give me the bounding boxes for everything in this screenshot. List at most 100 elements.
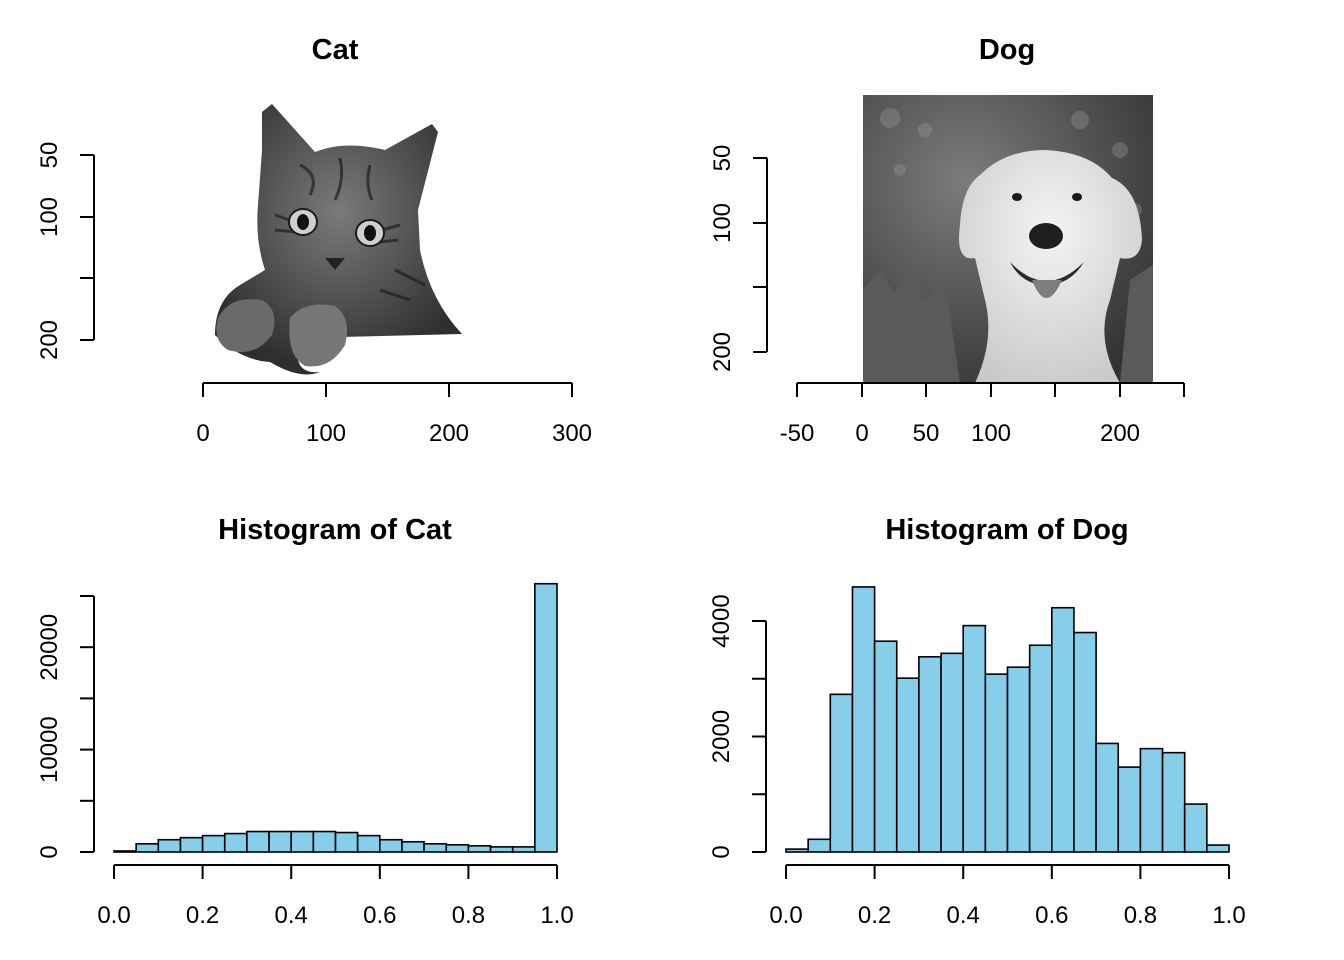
cat-ytick-label: 200 xyxy=(36,320,63,360)
histogram-bar xyxy=(201,834,226,853)
y-tick-label: 2000 xyxy=(708,710,735,763)
x-tick-label: 0.0 xyxy=(97,902,130,929)
histogram-title: Histogram of Cat xyxy=(218,514,452,546)
histogram-bar xyxy=(1117,766,1142,853)
histogram-bar xyxy=(1028,644,1053,853)
cat-x-axis: 0 100 200 300 xyxy=(196,382,592,447)
cat-xtick-label: 100 xyxy=(306,420,346,447)
dog-panel: Dog 50 100 200 xyxy=(709,34,1185,447)
dog-photo xyxy=(863,95,1153,383)
histogram-bar xyxy=(1139,747,1164,853)
histogram-bar xyxy=(378,838,403,853)
dog-histogram: Histogram of Dog 0.0 0.2 0.4 0.6 0.8 1.0 0 2000… xyxy=(708,514,1246,929)
cat-nose xyxy=(325,258,345,270)
cat-panel: Cat 50 100 200 xyxy=(36,34,592,447)
dog-tongue xyxy=(1032,280,1062,298)
dog-y-axis: 50 100 200 xyxy=(709,145,768,372)
cat-ytick-label: 50 xyxy=(36,142,63,169)
y-tick-label: 4000 xyxy=(708,594,735,647)
histogram-bar xyxy=(489,846,514,853)
dog-eye-right xyxy=(1072,193,1082,201)
dog-ytick-label: 100 xyxy=(709,203,736,243)
cat-xtick-label: 0 xyxy=(196,420,209,447)
histogram-bar xyxy=(223,832,248,853)
dog-photo-bokeh xyxy=(880,108,1142,217)
dog-xtick-label: 100 xyxy=(971,420,1011,447)
histogram-bar xyxy=(467,845,492,853)
x-tick-label: 1.0 xyxy=(1212,902,1245,929)
cat-body xyxy=(215,104,462,375)
histogram-bar xyxy=(268,830,292,853)
histogram-bar xyxy=(940,652,964,853)
dog-x-axis: -50 0 50 100 200 xyxy=(780,382,1185,447)
histogram-bar xyxy=(851,586,876,853)
histogram-bar xyxy=(895,677,920,853)
panel-title: Dog xyxy=(979,34,1035,66)
histogram-bar xyxy=(807,838,832,853)
histogram-title: Histogram of Dog xyxy=(885,514,1128,546)
y-tick-label: 20000 xyxy=(36,614,63,681)
dog-grass xyxy=(863,265,1153,383)
x-tick-label: 0.4 xyxy=(947,902,980,929)
histogram-bar xyxy=(785,848,809,853)
histogram-bar xyxy=(157,838,182,853)
histogram-bar xyxy=(246,830,270,853)
histogram-bar xyxy=(1095,742,1120,853)
dog-ytick-label: 50 xyxy=(709,145,736,172)
cat-xtick-label: 300 xyxy=(552,420,592,447)
dog-xtick-label: 200 xyxy=(1100,420,1140,447)
dog-ytick-label: 200 xyxy=(709,332,736,372)
histogram-bar xyxy=(113,850,137,853)
histogram-bar xyxy=(534,582,558,853)
histogram-bar xyxy=(918,656,942,853)
cat-xtick-label: 200 xyxy=(429,420,469,447)
histogram-bar xyxy=(290,830,315,853)
cat-pupil-left xyxy=(297,214,309,230)
x-tick-label: 0.2 xyxy=(186,902,219,929)
x-tick-label: 0.6 xyxy=(363,902,396,929)
histogram-bar xyxy=(312,830,337,853)
histogram-bar xyxy=(1161,751,1186,853)
x-tick-label: 0.6 xyxy=(1035,902,1068,929)
dog-xtick-label: 0 xyxy=(855,420,868,447)
x-tick-label: 0.4 xyxy=(275,902,308,929)
histogram-bar xyxy=(873,640,898,853)
cat-pupil-right xyxy=(364,225,376,241)
dog-nose xyxy=(1029,223,1063,249)
dog-eye-left xyxy=(1012,193,1022,201)
histogram-bar xyxy=(135,843,160,853)
x-tick-label: 0.2 xyxy=(858,902,891,929)
histogram-bar xyxy=(1183,803,1208,853)
histogram-bar xyxy=(356,834,381,853)
x-tick-label: 0.8 xyxy=(1124,902,1157,929)
cat-photo xyxy=(215,104,462,375)
x-tick-label: 0.0 xyxy=(769,902,802,929)
histogram-bar xyxy=(423,843,448,853)
histogram-bar xyxy=(1006,666,1031,853)
cat-y-axis: 50 100 200 xyxy=(36,142,95,360)
dog-mouth xyxy=(1010,262,1084,285)
y-tick-label: 10000 xyxy=(36,716,63,783)
histogram-bar xyxy=(1206,844,1230,853)
cat-ytick-label: 100 xyxy=(36,197,63,237)
cat-stripes xyxy=(274,157,426,302)
histogram-bar xyxy=(445,844,470,853)
histogram-bar xyxy=(334,831,359,853)
histogram-bar xyxy=(1051,606,1075,853)
y-tick-label: 0 xyxy=(36,845,63,858)
histogram-bar xyxy=(984,673,1009,853)
dog-xtick-label: -50 xyxy=(780,420,815,447)
histogram-bar xyxy=(401,840,425,853)
x-tick-label: 0.8 xyxy=(452,902,485,929)
x-tick-label: 1.0 xyxy=(540,902,573,929)
histogram-bar xyxy=(962,624,987,853)
histogram-bar xyxy=(179,836,204,853)
histogram-bar xyxy=(511,846,536,853)
panel-title: Cat xyxy=(312,34,359,66)
histogram-bar xyxy=(829,693,854,853)
cat-paw-left xyxy=(216,299,275,353)
histogram-bar xyxy=(1073,631,1097,853)
dog-head xyxy=(959,150,1142,383)
cat-histogram: Histogram of Cat 0.0 0.2 0.4 0.6 0.8 1.0 0 1000… xyxy=(36,514,574,929)
